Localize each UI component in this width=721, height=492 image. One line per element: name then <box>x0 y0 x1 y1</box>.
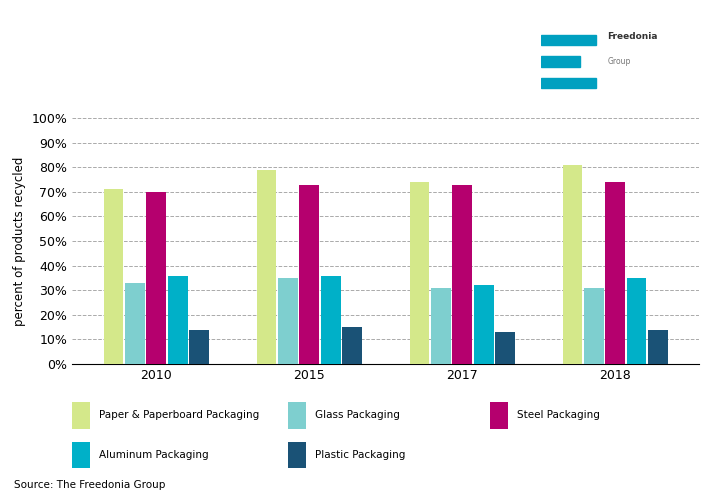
Bar <box>541 35 596 45</box>
Text: Freedonia: Freedonia <box>607 32 658 41</box>
Text: Steel Packaging: Steel Packaging <box>517 410 600 420</box>
Bar <box>431 288 451 364</box>
Bar <box>342 327 362 364</box>
Bar <box>541 57 580 66</box>
Bar <box>474 285 493 364</box>
Bar <box>168 276 187 364</box>
Bar <box>278 278 298 364</box>
Bar <box>257 170 276 364</box>
Bar <box>584 288 603 364</box>
Bar <box>648 330 668 364</box>
Text: (%): (%) <box>9 82 33 95</box>
Bar <box>321 276 340 364</box>
Bar <box>627 278 647 364</box>
FancyBboxPatch shape <box>490 402 508 429</box>
Bar <box>562 165 583 364</box>
FancyBboxPatch shape <box>288 402 306 429</box>
Bar <box>606 182 625 364</box>
Bar <box>299 184 319 364</box>
Bar <box>104 189 123 364</box>
Text: Figure 6-1.: Figure 6-1. <box>9 11 85 24</box>
Text: Aluminum Packaging: Aluminum Packaging <box>99 450 208 460</box>
Y-axis label: percent of products recycled: percent of products recycled <box>13 156 26 326</box>
Text: Plastic Packaging: Plastic Packaging <box>315 450 405 460</box>
Text: Paper & Paperboard Packaging: Paper & Paperboard Packaging <box>99 410 259 420</box>
Text: Source: The Freedonia Group: Source: The Freedonia Group <box>14 480 166 490</box>
Bar <box>146 192 166 364</box>
Text: 2010, 2015, 2017, & 2018: 2010, 2015, 2017, & 2018 <box>9 59 191 71</box>
Text: Glass Packaging: Glass Packaging <box>315 410 400 420</box>
Bar <box>541 78 596 88</box>
Bar <box>410 182 429 364</box>
Bar <box>189 330 209 364</box>
FancyBboxPatch shape <box>72 402 90 429</box>
FancyBboxPatch shape <box>72 442 90 468</box>
Text: Packaging Recycling Rates by Material,: Packaging Recycling Rates by Material, <box>9 34 285 48</box>
FancyBboxPatch shape <box>288 442 306 468</box>
Bar <box>452 184 472 364</box>
Bar <box>495 332 515 364</box>
Text: Group: Group <box>607 57 631 66</box>
Bar <box>125 283 145 364</box>
